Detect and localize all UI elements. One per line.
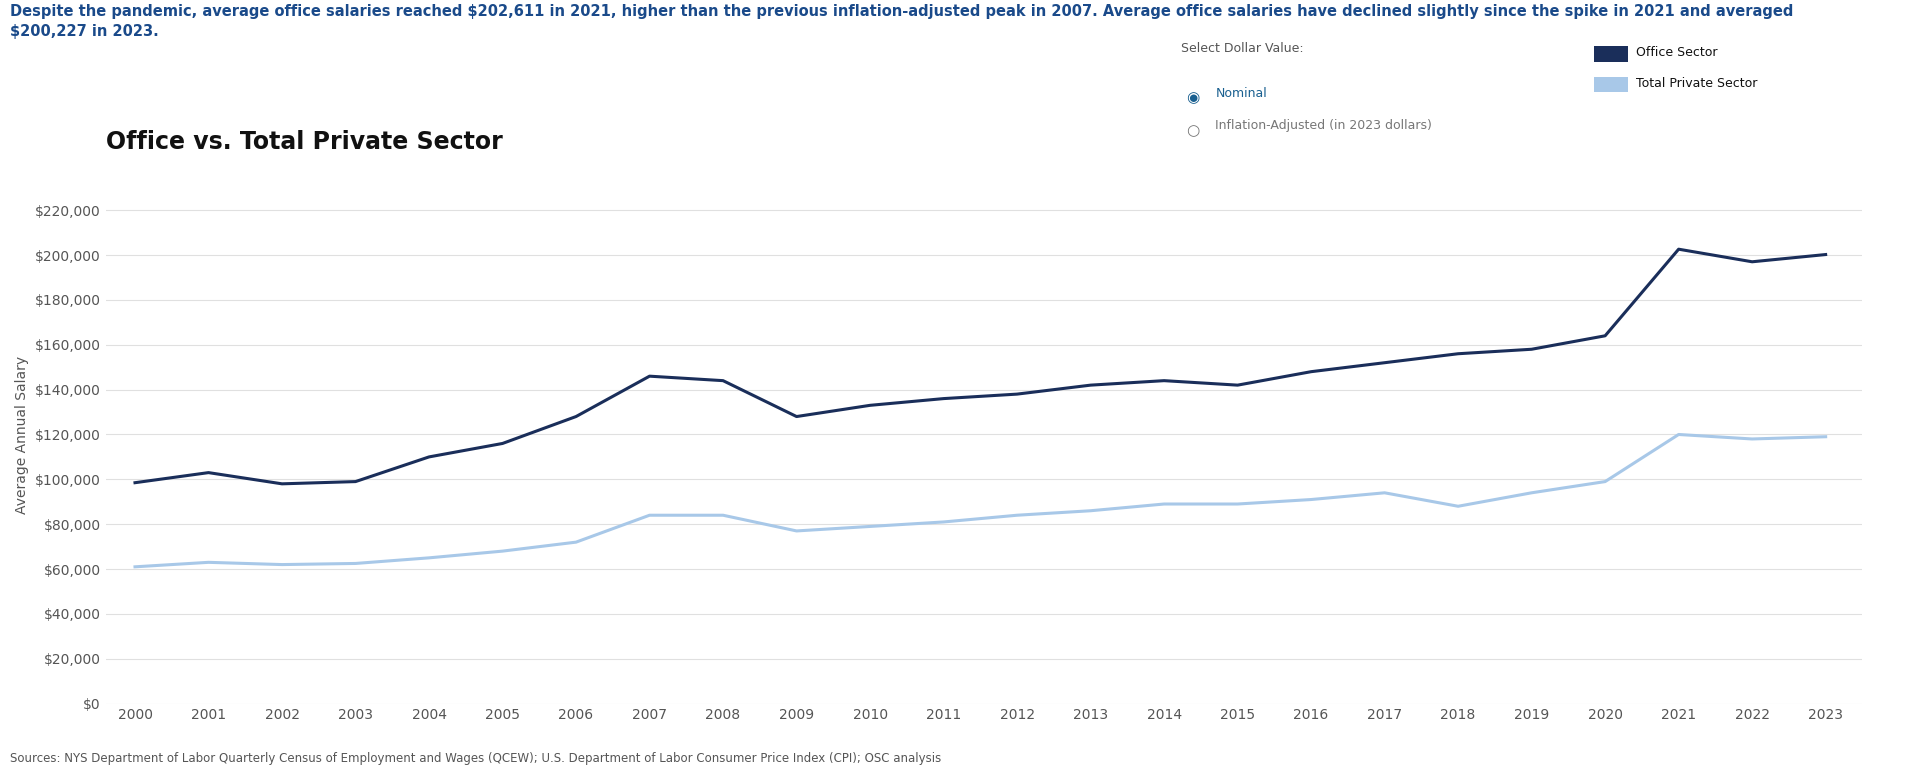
Text: Office vs. Total Private Sector: Office vs. Total Private Sector [106, 130, 503, 154]
Text: ◉: ◉ [1187, 90, 1200, 105]
Text: Inflation-Adjusted (in 2023 dollars): Inflation-Adjusted (in 2023 dollars) [1215, 119, 1432, 132]
Text: ○: ○ [1187, 123, 1200, 138]
Text: Total Private Sector: Total Private Sector [1636, 77, 1757, 89]
Text: Despite the pandemic, average office salaries reached $202,611 in 2021, higher t: Despite the pandemic, average office sal… [10, 4, 1793, 38]
Y-axis label: Average Annual Salary: Average Annual Salary [15, 355, 29, 514]
Text: Select Dollar Value:: Select Dollar Value: [1181, 42, 1304, 55]
Text: Sources: NYS Department of Labor Quarterly Census of Employment and Wages (QCEW): Sources: NYS Department of Labor Quarter… [10, 752, 941, 765]
Text: Nominal: Nominal [1215, 87, 1267, 100]
Text: Office Sector: Office Sector [1636, 46, 1716, 58]
